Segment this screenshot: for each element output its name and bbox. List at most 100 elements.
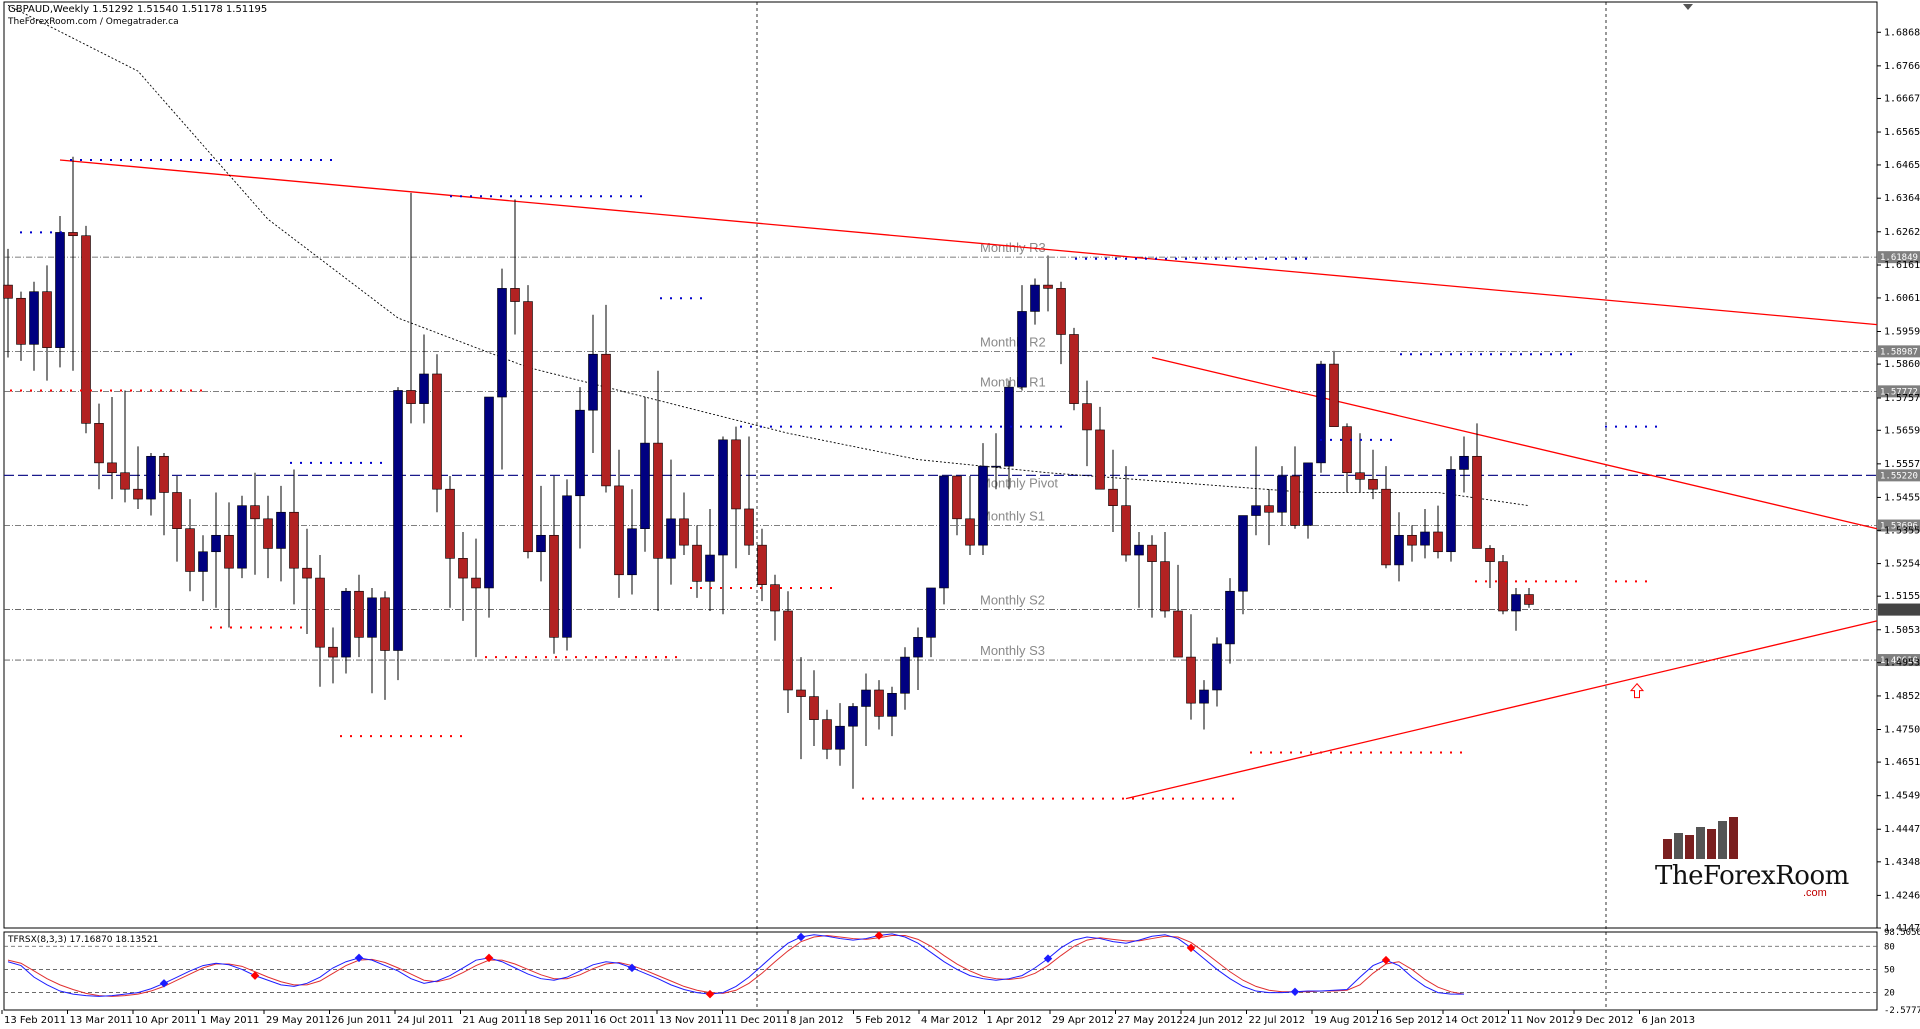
price-tag-box — [1878, 345, 1920, 358]
candle-body — [783, 610, 793, 691]
y-tick-label: 1.53550 — [1884, 525, 1920, 536]
y-tick-label: 1.42460 — [1884, 890, 1920, 901]
candle-body — [913, 637, 923, 658]
price-tag-label: 1.49610 — [1880, 656, 1918, 666]
y-tick-label: 1.62620 — [1884, 227, 1920, 238]
x-tick-label: 13 Mar 2011 — [70, 1015, 133, 1026]
y-tick-label: 1.67660 — [1884, 61, 1920, 72]
candle-body — [1498, 561, 1508, 612]
candle-body — [1251, 505, 1261, 516]
candle-body — [159, 455, 169, 493]
candle-body — [1134, 544, 1144, 556]
candle-body — [536, 534, 546, 553]
indicator-label: TFRSX(8,3,3) 17.16870 18.13521 — [8, 935, 159, 945]
candle-body — [497, 288, 507, 398]
y-tick-label: 1.49530 — [1884, 658, 1920, 669]
candle-body — [315, 577, 325, 648]
y-tick-label: 1.54550 — [1884, 492, 1920, 503]
x-tick-label: 21 Aug 2011 — [463, 1015, 527, 1026]
y-tick-label: 1.56590 — [1884, 425, 1920, 436]
candle-body — [1082, 403, 1092, 431]
candle-body — [1433, 531, 1443, 553]
logo-suffix: .com — [1803, 887, 1827, 899]
candle-body — [1277, 475, 1287, 513]
theforexroom-logo: TheForexRoom .com — [1655, 815, 1849, 899]
candle-body — [731, 439, 741, 510]
oscillator-level-label: 50 — [1884, 965, 1895, 975]
candle-body — [588, 353, 598, 411]
x-tick-label: 1 May 2011 — [201, 1015, 260, 1026]
candle-body — [822, 719, 832, 750]
candle-body — [1459, 455, 1469, 470]
candle-body — [549, 534, 559, 638]
candle-body — [1121, 505, 1131, 556]
candle-body — [601, 353, 611, 487]
x-tick-label: 26 Jun 2011 — [332, 1015, 392, 1026]
candle-body — [29, 291, 39, 345]
y-tick-label: 1.43480 — [1884, 857, 1920, 868]
candle-body — [926, 587, 936, 638]
candle-body — [1056, 288, 1066, 335]
candle-body — [133, 488, 143, 500]
candle-body — [1186, 656, 1196, 704]
candle-body — [276, 511, 286, 549]
y-tick-label: 1.51550 — [1884, 591, 1920, 602]
candle-body — [380, 597, 390, 651]
x-tick-label: 14 Oct 2012 — [1445, 1015, 1507, 1026]
y-tick-label: 1.45490 — [1884, 791, 1920, 802]
y-tick-label: 1.59590 — [1884, 327, 1920, 338]
candle-body — [16, 297, 26, 345]
trendline — [1125, 620, 1878, 800]
y-tick-label: 1.52540 — [1884, 559, 1920, 570]
candle-body — [81, 235, 91, 424]
x-tick-label: 27 May 2012 — [1118, 1015, 1183, 1026]
candle-body — [1524, 594, 1534, 605]
candle-body — [1407, 534, 1417, 546]
y-tick-label: 1.66670 — [1884, 93, 1920, 104]
candle-body — [1368, 479, 1378, 490]
pivot-label: Monthly R2 — [980, 334, 1046, 349]
oscillator-cross-marker — [874, 931, 884, 940]
candle-body — [146, 455, 156, 500]
candle-body — [198, 551, 208, 572]
candle-body — [666, 518, 676, 559]
candle-body — [744, 508, 754, 546]
candle-body — [432, 373, 442, 490]
oscillator-level-label: 80 — [1884, 942, 1895, 952]
candle-body — [1030, 284, 1040, 312]
candle-body — [1290, 475, 1300, 526]
candle-body — [3, 284, 13, 299]
candle-body — [1329, 363, 1339, 427]
price-tag-label: 1.55220 — [1880, 471, 1918, 481]
candle-body — [679, 518, 689, 546]
oscillator-cross-marker — [705, 989, 715, 999]
candle-body — [367, 597, 377, 638]
price-tag-label: 1.53696 — [1880, 522, 1918, 532]
price-tag-box — [1878, 519, 1920, 532]
candle-body — [354, 590, 364, 638]
candle-body — [874, 689, 884, 717]
candle-body — [211, 534, 221, 553]
x-tick-label: 5 Feb 2012 — [856, 1015, 912, 1026]
candle-body — [510, 288, 520, 302]
x-tick-label: 11 Nov 2012 — [1511, 1015, 1575, 1026]
candle-body — [809, 696, 819, 720]
price-tag-label: 1.61849 — [1880, 253, 1918, 263]
candle-body — [328, 646, 338, 658]
candle-body — [835, 725, 845, 750]
candle-body — [653, 442, 663, 559]
candle-body — [289, 511, 299, 569]
y-tick-label: 1.58600 — [1884, 359, 1920, 370]
y-tick-label: 1.63640 — [1884, 193, 1920, 204]
x-tick-label: 10 Apr 2011 — [135, 1015, 197, 1026]
candle-body — [1225, 590, 1235, 645]
candle-body — [185, 528, 195, 572]
x-tick-label: 22 Jul 2012 — [1249, 1015, 1306, 1026]
pivot-label: Monthly R1 — [980, 374, 1046, 389]
x-tick-label: 19 Aug 2012 — [1314, 1015, 1378, 1026]
candle-body — [900, 656, 910, 694]
y-tick-label: 1.55570 — [1884, 459, 1920, 470]
candle-body — [991, 465, 1001, 468]
oscillator-signal-line — [7, 934, 1465, 997]
x-tick-label: 6 Jan 2013 — [1642, 1015, 1696, 1026]
